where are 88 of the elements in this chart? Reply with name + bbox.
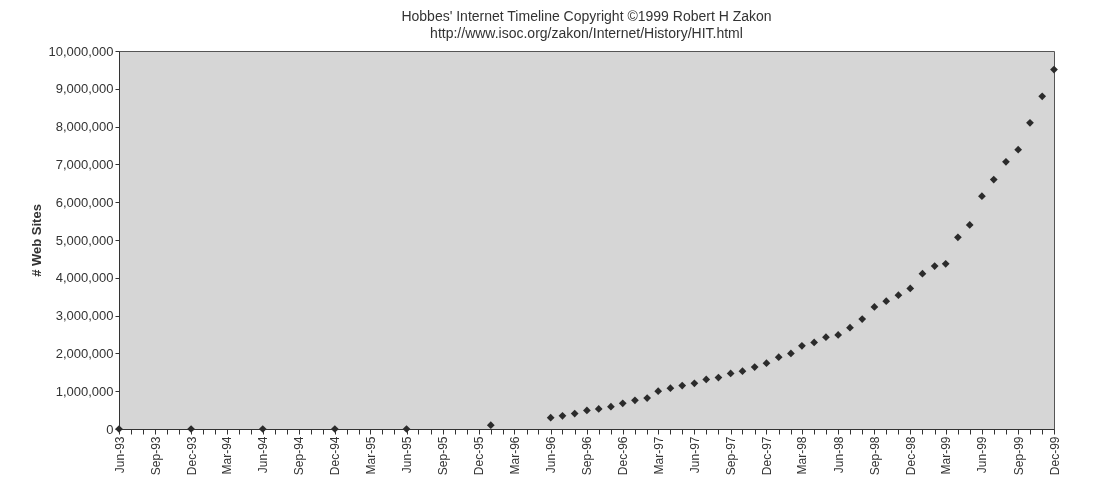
y-tick-label: 2,000,000: [55, 345, 114, 361]
y-tick-label: 0: [106, 421, 114, 437]
point: [607, 402, 615, 411]
x-tick-label: Jun-94: [256, 436, 271, 474]
point: [678, 381, 687, 390]
point: [594, 405, 603, 413]
x-tick-label: Sep-93: [148, 436, 163, 476]
point: [774, 353, 783, 362]
x-tick-label: Dec-93: [184, 436, 199, 476]
point: [965, 221, 974, 229]
x-tick-label: Jun-96: [544, 436, 559, 474]
point: [762, 359, 771, 368]
y-tick-label: 8,000,000: [55, 119, 114, 135]
point: [822, 333, 830, 342]
point: [1002, 157, 1010, 166]
point: [631, 396, 639, 405]
x-tick-label: Mar-95: [363, 436, 378, 475]
y-tick-label: 6,000,000: [55, 194, 114, 210]
x-tick-label: Dec-98: [903, 436, 918, 476]
point: [906, 284, 915, 293]
x-tick-label: Jun-93: [112, 436, 127, 474]
x-tick-label: Sep-94: [292, 436, 307, 476]
y-axis-title: # Web Sites: [29, 204, 45, 277]
point: [666, 384, 675, 393]
point: [570, 409, 579, 418]
point: [1038, 92, 1047, 101]
y-tick-label: 4,000,000: [55, 270, 114, 286]
x-tick-label: Jun-98: [831, 436, 846, 474]
point: [858, 315, 867, 323]
x-tick-label: Dec-96: [616, 436, 631, 476]
x-tick-label: Mar-94: [220, 436, 235, 475]
point: [978, 192, 986, 201]
chart-subtitle: http://www.isoc.org/zakon/Internet/History/HIT.html: [430, 25, 743, 41]
point: [918, 269, 927, 278]
x-tick-label: Dec-97: [759, 436, 774, 476]
point: [930, 262, 939, 270]
point: [787, 349, 795, 358]
y-tick-label: 3,000,000: [55, 308, 114, 324]
chart-title: Hobbes' Internet Timeline Copyright ©1999 Robert H Zakon: [401, 8, 772, 24]
point: [258, 425, 267, 433]
point: [846, 323, 854, 332]
point: [486, 421, 495, 430]
point: [834, 331, 843, 339]
x-tick-label: Mar-99: [939, 436, 954, 475]
point: [402, 425, 411, 433]
y-tick-label: 10,000,000: [48, 43, 114, 59]
point: [882, 297, 891, 306]
point: [1026, 118, 1034, 127]
x-tick-label: Sep-97: [724, 436, 739, 476]
x-tick-label: Mar-98: [795, 436, 810, 475]
y-tick-label: 1,000,000: [55, 383, 114, 399]
point: [954, 233, 962, 242]
point: [726, 369, 735, 378]
point: [714, 373, 723, 382]
point: [894, 291, 903, 300]
x-tick-label: Dec-95: [472, 436, 487, 476]
point: [870, 303, 879, 311]
x-tick-label: Jun-97: [687, 436, 702, 474]
y-tick-label: 5,000,000: [55, 232, 114, 248]
point: [690, 379, 699, 388]
point: [702, 375, 711, 384]
y-tick-label: 9,000,000: [55, 81, 114, 97]
point: [546, 413, 555, 422]
point: [941, 259, 950, 268]
point: [643, 394, 652, 402]
point: [654, 387, 663, 396]
x-tick-label: Sep-99: [1011, 436, 1026, 476]
x-tick-label: Sep-98: [867, 436, 882, 476]
point: [798, 341, 806, 350]
x-tick-label: Jun-99: [975, 436, 990, 474]
point: [989, 175, 998, 184]
x-tick-label: Dec-99: [1047, 436, 1062, 476]
point: [618, 399, 627, 408]
x-tick-label: Mar-97: [651, 436, 666, 475]
point: [738, 367, 747, 376]
point: [583, 406, 591, 415]
point: [330, 425, 339, 433]
y-tick-label: 7,000,000: [55, 156, 114, 172]
x-tick-label: Sep-96: [580, 436, 595, 476]
x-tick-label: Dec-94: [328, 436, 343, 476]
point: [1050, 65, 1058, 74]
x-tick-label: Mar-96: [507, 436, 522, 475]
point: [558, 411, 567, 420]
point: [750, 363, 759, 371]
point: [810, 338, 819, 347]
point: [1014, 145, 1023, 154]
x-tick-label: Jun-95: [400, 436, 415, 474]
x-tick-label: Sep-95: [436, 436, 451, 476]
